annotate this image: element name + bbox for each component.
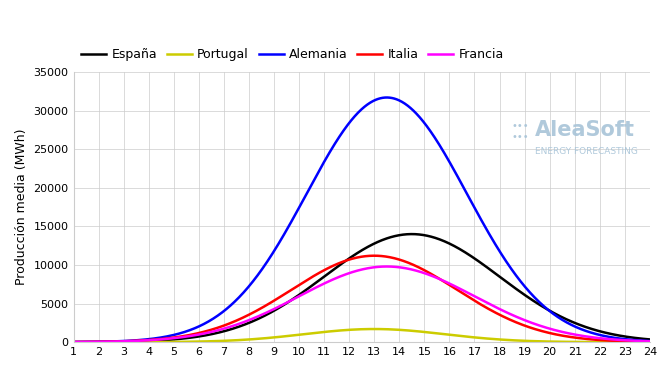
Legend: España, Portugal, Alemania, Italia, Francia: España, Portugal, Alemania, Italia, Fran… (77, 43, 509, 66)
Francia (128, 339, 136, 343)
Portugal (302, 332, 310, 336)
Italia (466, 296, 474, 300)
Francia (302, 290, 310, 295)
España (530, 299, 538, 304)
Francia (323, 280, 331, 284)
Alemania (646, 339, 654, 343)
Alemania (323, 154, 331, 158)
Francia (530, 321, 538, 326)
Alemania (69, 340, 77, 344)
Y-axis label: Producción media (MWh): Producción media (MWh) (15, 129, 28, 285)
Line: España: España (73, 234, 650, 342)
Italia (302, 278, 310, 282)
España (519, 292, 528, 296)
Portugal (323, 330, 331, 334)
Alemania (530, 295, 538, 299)
Italia (128, 339, 136, 343)
España (128, 339, 136, 344)
Italia (519, 323, 528, 327)
Portugal (519, 339, 528, 343)
Alemania (466, 197, 474, 201)
España (646, 337, 654, 341)
Text: •••
•••: ••• ••• (511, 121, 529, 142)
Francia (466, 292, 474, 296)
Text: AleaSoft: AleaSoft (535, 120, 634, 140)
Portugal (69, 340, 77, 344)
España (302, 287, 310, 292)
Portugal (370, 327, 378, 331)
Text: ENERGY FORECASTING: ENERGY FORECASTING (535, 147, 638, 156)
Alemania (128, 338, 136, 343)
Francia (646, 339, 654, 343)
Line: Francia: Francia (73, 266, 650, 342)
Italia (370, 253, 378, 258)
Italia (530, 327, 538, 331)
Portugal (466, 335, 474, 339)
Francia (519, 317, 528, 322)
Line: Portugal: Portugal (73, 329, 650, 342)
Alemania (383, 95, 391, 100)
Portugal (530, 339, 538, 343)
Alemania (302, 192, 310, 196)
Alemania (519, 283, 528, 287)
España (466, 253, 474, 257)
Francia (69, 340, 77, 344)
España (69, 340, 77, 344)
España (408, 232, 416, 236)
Francia (383, 264, 391, 269)
Line: Alemania: Alemania (73, 97, 650, 342)
España (323, 272, 331, 276)
Italia (69, 340, 77, 344)
Italia (646, 340, 654, 344)
Italia (323, 266, 331, 271)
Line: Italia: Italia (73, 256, 650, 342)
Portugal (646, 340, 654, 344)
Portugal (128, 340, 136, 344)
